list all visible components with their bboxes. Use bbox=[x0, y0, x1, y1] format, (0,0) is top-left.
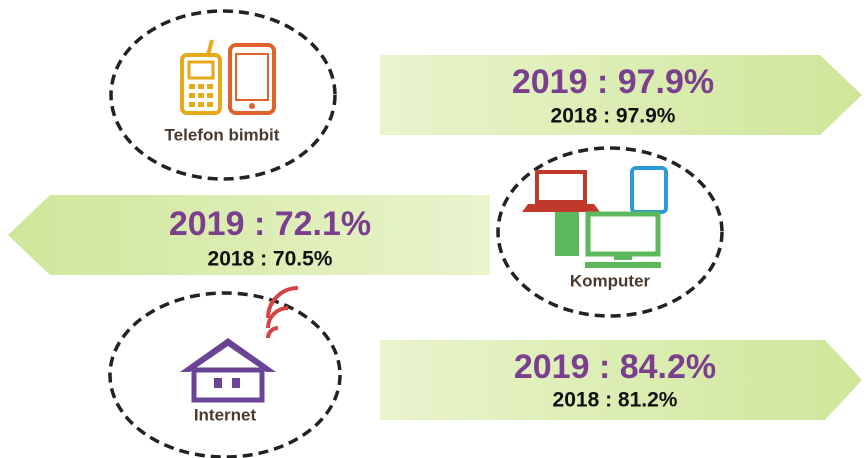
stat-2019: 2019 : 84.2% bbox=[514, 348, 716, 386]
stat-2019: 2019 : 72.1% bbox=[169, 205, 371, 243]
band bbox=[380, 55, 862, 135]
label: Internet bbox=[194, 405, 257, 424]
stat-2018: 2018 : 81.2% bbox=[553, 389, 678, 412]
phone-icon bbox=[180, 39, 276, 115]
house-icon bbox=[180, 286, 299, 403]
computer-icon bbox=[522, 166, 668, 268]
circle bbox=[109, 9, 337, 181]
label: Komputer bbox=[570, 271, 651, 290]
circle bbox=[108, 291, 342, 458]
band bbox=[8, 195, 490, 275]
band bbox=[380, 340, 862, 420]
stat-2018: 2018 : 70.5% bbox=[208, 248, 333, 271]
label: Telefon bimbit bbox=[165, 125, 280, 144]
stat-2018: 2018 : 97.9% bbox=[551, 105, 676, 128]
stat-2019: 2019 : 97.9% bbox=[512, 63, 714, 101]
